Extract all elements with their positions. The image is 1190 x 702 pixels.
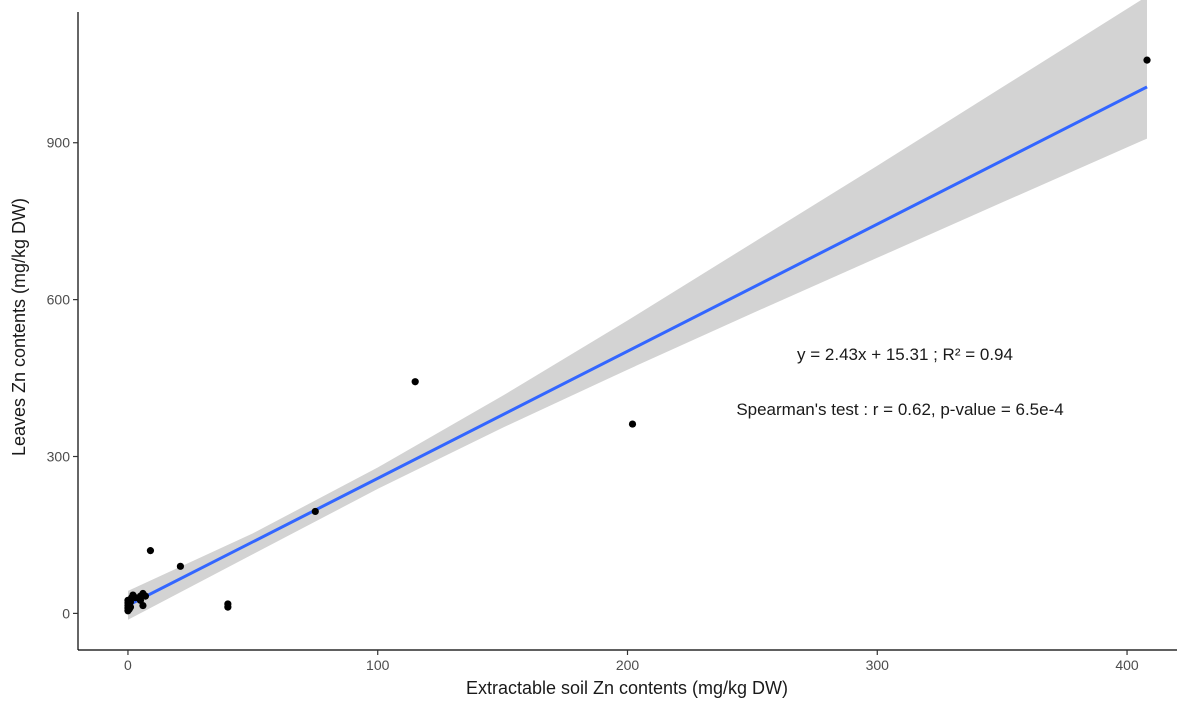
y-tick-label: 300 xyxy=(47,449,71,465)
data-point xyxy=(141,592,150,600)
regression-line xyxy=(127,85,1148,607)
y-axis-title: Leaves Zn contents (mg/kg DW) xyxy=(9,198,29,456)
data-point xyxy=(224,600,232,608)
y-tick-label: 900 xyxy=(47,135,71,151)
confidence-band-layer xyxy=(128,0,1147,620)
data-point xyxy=(1143,56,1151,64)
data-point xyxy=(311,507,319,516)
y-tick-label: 0 xyxy=(62,605,70,621)
x-tick-label: 100 xyxy=(366,657,390,673)
data-point xyxy=(126,603,135,611)
x-tick-label: 400 xyxy=(1115,657,1139,673)
regression-equation-annotation: y = 2.43x + 15.31 ; R² = 0.94 xyxy=(797,345,1013,364)
y-tick-label: 600 xyxy=(47,292,71,308)
annotations-layer: y = 2.43x + 15.31 ; R² = 0.94 Spearman's… xyxy=(736,345,1063,419)
data-point xyxy=(146,547,155,555)
x-tick-label: 0 xyxy=(124,657,132,673)
spearman-test-annotation: Spearman's test : r = 0.62, p-value = 6.… xyxy=(736,400,1063,419)
fit-line-layer xyxy=(127,85,1148,607)
axes-layer: 0 300 600 900 0 100 200 300 400 xyxy=(47,12,1177,673)
confidence-band xyxy=(128,0,1147,620)
data-point xyxy=(628,420,637,428)
x-axis-title: Extractable soil Zn contents (mg/kg DW) xyxy=(466,678,788,698)
data-point xyxy=(176,562,185,570)
x-tick-label: 300 xyxy=(866,657,890,673)
data-points-layer xyxy=(124,56,1151,615)
data-point xyxy=(139,601,147,610)
data-point xyxy=(411,378,419,386)
x-tick-label: 200 xyxy=(616,657,640,673)
